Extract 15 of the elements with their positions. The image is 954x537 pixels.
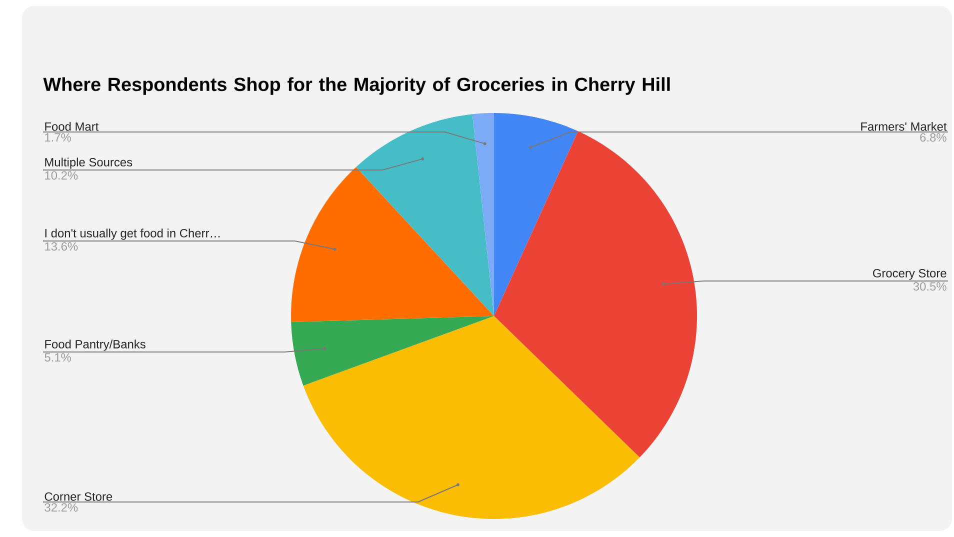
data-label: 32.2% (44, 503, 78, 512)
slice-label: Food Mart (45, 122, 99, 131)
slice-label: I don't usually get food in Cherr… (45, 228, 220, 240)
data-label: 30.5% (913, 282, 946, 291)
data-label: 13.6% (45, 242, 78, 251)
data-label: 1.7% (45, 133, 72, 142)
slice-label: Farmers' Market (861, 122, 947, 131)
slice-label: Food Pantry/Banks (45, 340, 146, 351)
slice-label: Corner Store (44, 492, 112, 501)
data-label: 6.8% (920, 133, 946, 142)
chart-title: Where Respondents Shop for the Majority of Groceries in Cherry Hill (43, 77, 670, 95)
data-label: 5.1% (44, 353, 72, 362)
slice-label: Grocery Store (873, 268, 946, 280)
data-label: 10.2% (45, 171, 78, 180)
slice-label: Multiple Sources (45, 158, 132, 169)
